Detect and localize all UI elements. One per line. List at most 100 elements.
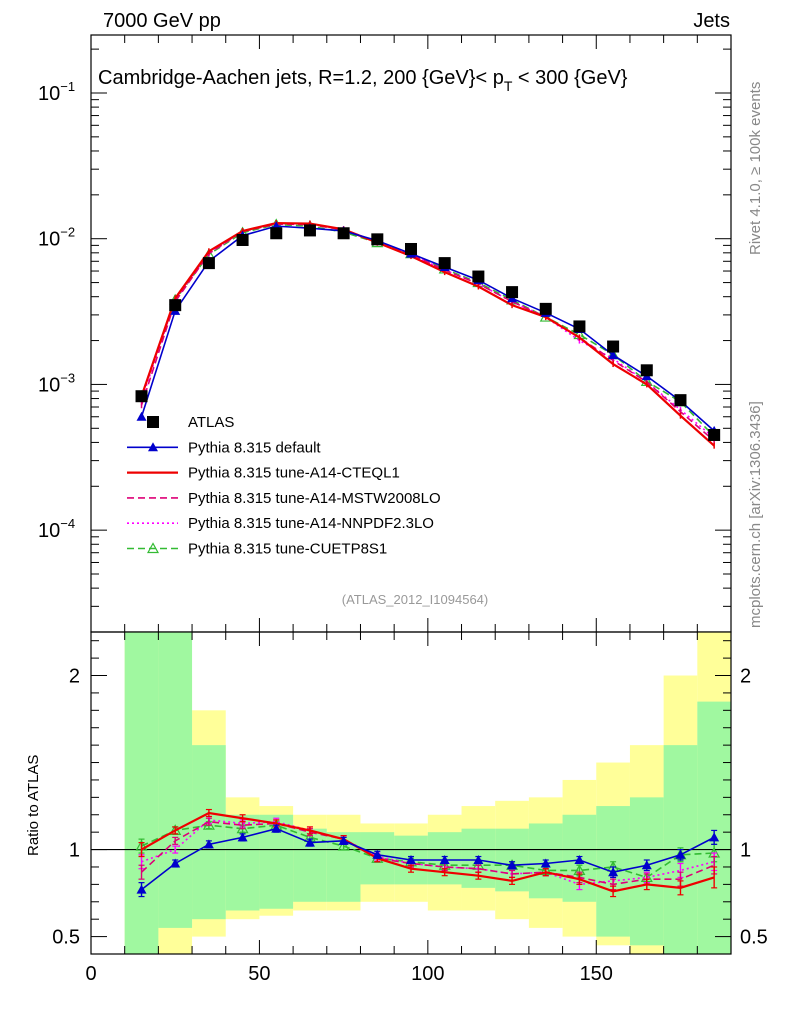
legend-marker	[146, 542, 160, 554]
main-frame	[90, 34, 732, 633]
ratio-band-stat	[192, 745, 226, 920]
main-line-pythia-8-315-tune-a14-nnpdf2-3lo	[140, 222, 715, 439]
legend-item-pythia-8-315-tune-a14-cteql1: Pythia 8.315 tune-A14-CTEQL1	[127, 465, 400, 482]
legend-label: Pythia 8.315 tune-A14-MSTW2008LO	[188, 490, 441, 507]
main-y-tick-label: 10−3	[38, 370, 75, 396]
data-point-atlas	[506, 286, 519, 299]
ratio-y-tick-label-right: 1	[740, 840, 751, 862]
data-point-atlas	[573, 320, 586, 333]
ratio-point-pythia-8-315-default	[372, 849, 383, 859]
data-point-atlas	[405, 242, 417, 255]
header-left: 7000 GeV pp	[103, 10, 221, 32]
main-y-tick-label: 10−1	[38, 79, 75, 105]
main-line-pythia-8-315-tune-a14-cteql1	[140, 221, 715, 447]
ratio-bands	[91, 632, 731, 954]
legend-item-pythia-8-315-tune-a14-mstw2008lo: Pythia 8.315 tune-A14-MSTW2008LO	[127, 490, 441, 507]
ratio-line-pythia-8-315-tune-a14-nnpdf2-3lo	[141, 819, 715, 886]
main-series-layer	[135, 218, 721, 449]
mcplots-label: mcplots.cern.ch [arXiv:1306.3436]	[747, 401, 764, 628]
data-point-atlas	[169, 299, 182, 312]
main-y-tick-label-exp: −2	[60, 225, 75, 240]
main-y-tick-label-exp: −3	[60, 370, 75, 385]
ratio-series-pythia-8-315-tune-a14-cteql1	[138, 808, 718, 898]
ratio-point-pythia-8-315-default	[675, 849, 686, 859]
ratio-point-pythia-8-315-default	[271, 823, 282, 833]
data-point-atlas	[472, 270, 485, 283]
ratio-point-pythia-8-315-default	[170, 858, 181, 868]
legend-marker	[147, 416, 159, 428]
ratio-point-pythia-8-315-default	[507, 860, 518, 870]
main-title: Cambridge-Aachen jets, R=1.2, 200 {GeV}<…	[98, 67, 628, 94]
main-y-tick-label-base: 10	[38, 520, 60, 542]
ratio-y-tick-label-right: 2	[740, 666, 751, 688]
main-series-pythia-8-315-default	[136, 221, 720, 435]
ratio-y-tick-label: 0.5	[52, 927, 80, 949]
ratio-point-pythia-8-315-default	[136, 884, 147, 894]
main-y-tick-label: 10−4	[38, 516, 75, 542]
ratio-series-layer	[135, 808, 721, 898]
ratio-point-pythia-8-315-default	[439, 855, 450, 865]
ratio-x-tick-label: 100	[411, 963, 444, 985]
main-series-pythia-8-315-tune-a14-nnpdf2-3lo	[140, 220, 715, 441]
legend: ATLAS Pythia 8.315 default Pythia 8.315 tu…	[127, 414, 441, 558]
rivet-label: Rivet 4.1.0, ≥ 100k events	[747, 82, 764, 255]
data-point-atlas	[270, 227, 283, 240]
analysis-id: (ATLAS_2012_I1094564)	[342, 592, 488, 607]
ratio-point-pythia-8-315-default	[540, 858, 551, 868]
ratio-point-pythia-8-315-default	[304, 837, 315, 847]
ratio-line-pythia-8-315-default	[141, 827, 715, 891]
ratio-point-pythia-8-315-default	[641, 860, 652, 870]
main-title-text: Cambridge-Aachen jets, R=1.2, 200 {GeV}<…	[98, 67, 504, 89]
legend-item-pythia-8-315-tune-a14-nnpdf2-3lo: Pythia 8.315 tune-A14-NNPDF2.3LO	[127, 515, 434, 532]
data-point-atlas	[640, 364, 653, 377]
legend-label: Pythia 8.315 tune-CUETP8S1	[188, 541, 387, 558]
data-point-atlas	[708, 428, 721, 441]
ratio-band-stat	[158, 632, 193, 928]
ratio-point-pythia-8-315-default	[574, 855, 585, 865]
main-series-atlas	[135, 224, 721, 441]
ratio-point-pythia-8-315-default	[473, 855, 484, 865]
legend-marker	[148, 442, 158, 452]
main-y-tick-label-exp: −4	[60, 516, 75, 531]
ratio-band-stat	[124, 632, 159, 954]
ratio-x-tick-label: 50	[248, 963, 270, 985]
data-point-atlas	[236, 233, 249, 246]
main-y-tick-label-exp: −1	[60, 79, 75, 94]
data-point-atlas	[135, 390, 148, 403]
legend-label: Pythia 8.315 default	[188, 439, 321, 456]
main-series-pythia-8-315-tune-cuetp8s1	[135, 218, 721, 441]
ratio-ylabel: Ratio to ATLAS	[25, 755, 42, 856]
ratio-y-tick-label: 1	[69, 840, 80, 862]
ratio-point-pythia-8-315-default	[608, 867, 619, 877]
ratio-point-pythia-8-315-default	[237, 832, 248, 842]
legend-item-pythia-8-315-default: Pythia 8.315 default	[127, 439, 321, 456]
main-y-tick-label-base: 10	[38, 83, 60, 105]
main-y-tick-label: 10−2	[38, 225, 75, 251]
ratio-point-pythia-8-315-default	[338, 835, 349, 845]
data-point-atlas	[337, 227, 350, 240]
ratio-point-pythia-8-315-default	[709, 832, 720, 842]
legend-label: ATLAS	[188, 414, 234, 431]
ratio-frame	[90, 631, 732, 955]
ratio-line-pythia-8-315-tune-a14-cteql1	[140, 811, 715, 893]
data-point-atlas	[674, 394, 687, 407]
ratio-x-tick-label: 150	[580, 963, 613, 985]
ratio-line-pythia-8-315-tune-cuetp8s1	[141, 824, 715, 879]
data-point-atlas	[607, 340, 620, 353]
ratio-point-pythia-8-315-tune-cuetp8s1	[337, 839, 350, 851]
legend-label: Pythia 8.315 tune-A14-CTEQL1	[188, 465, 400, 482]
ratio-point-pythia-8-315-default	[406, 855, 416, 865]
data-point-atlas	[539, 302, 552, 315]
ratio-line-pythia-8-315-tune-a14-mstw2008lo	[140, 820, 715, 886]
legend-label: Pythia 8.315 tune-A14-NNPDF2.3LO	[188, 515, 434, 532]
ratio-panel: 0.5 0.5 1 1 2 2 0 50 100 150 Ratio to ATLAS	[25, 631, 768, 985]
main-series-pythia-8-315-tune-a14-mstw2008lo	[140, 221, 715, 444]
ratio-band-stat	[697, 701, 731, 954]
main-title-sub: T	[504, 78, 513, 94]
data-point-pythia-8-315-default	[136, 411, 147, 421]
main-y-tick-label-base: 10	[38, 229, 60, 251]
main-line-pythia-8-315-tune-a14-mstw2008lo	[140, 223, 715, 442]
ratio-point-pythia-8-315-default	[203, 839, 214, 849]
ratio-y-tick-label: 2	[69, 666, 80, 688]
